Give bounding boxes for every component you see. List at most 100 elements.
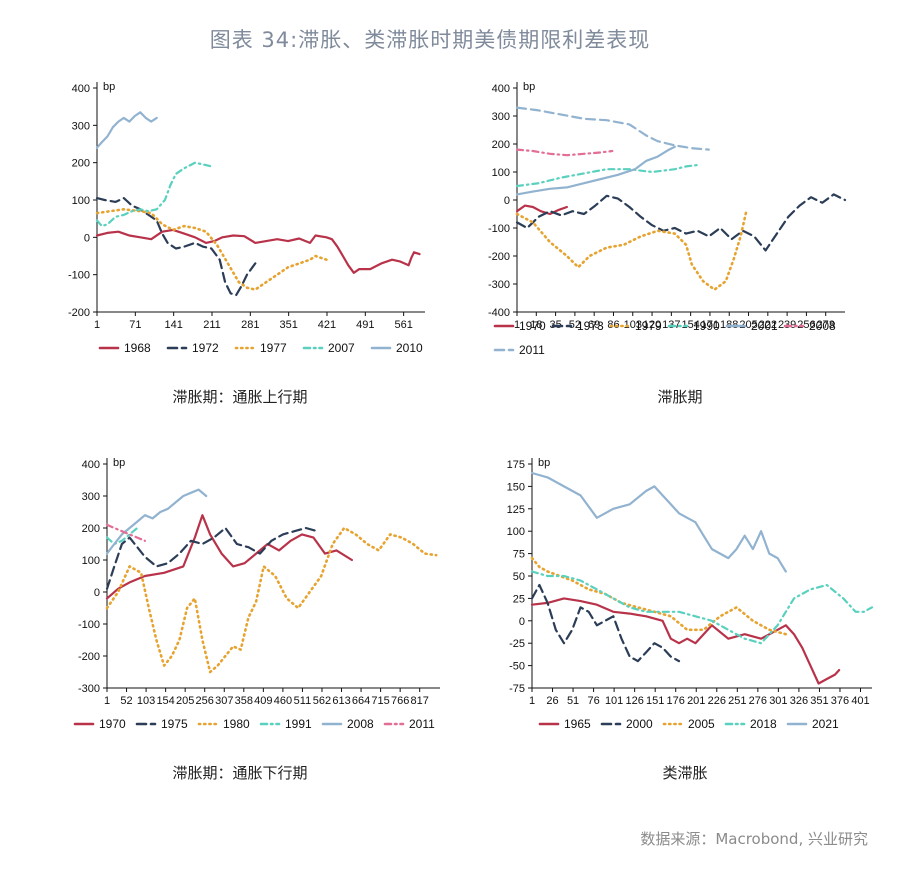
y-tick-label: 0 — [519, 616, 525, 628]
legend: 1970 1973 1979 1990 2001 2008 2011 — [493, 319, 836, 357]
legend-label-2018: 2018 — [750, 717, 777, 731]
y-tick-label: 25 — [513, 593, 525, 605]
x-tick-label: 401 — [851, 695, 869, 707]
legend-label-2008: 2008 — [809, 319, 836, 333]
y-tick-label: -25 — [509, 638, 525, 650]
subtitle-chart-2: 滞胀期：通胀下行期 — [172, 764, 308, 782]
x-tick-label: 460 — [274, 695, 292, 707]
y-tick-label: 300 — [82, 491, 100, 503]
x-tick-label: 273 — [817, 319, 835, 331]
chart-stagflation-inflation-rising: bp -200 -100 0 100 200 300 400 1 71 141 211 281 351 42… — [68, 81, 425, 355]
x-tick-label: 276 — [749, 695, 767, 707]
legend-label-2011: 2011 — [519, 343, 545, 357]
legend-label-1973: 1973 — [577, 319, 604, 333]
legend-label-2001: 2001 — [751, 319, 778, 333]
y-tick-label: -200 — [78, 651, 100, 663]
series-line-1990 — [515, 163, 699, 188]
unit-label: bp — [103, 81, 115, 93]
legend-label-2007: 2007 — [328, 341, 355, 355]
unit-label: bp — [538, 457, 550, 469]
x-tick-label: 421 — [318, 319, 336, 331]
legend: 1968 1972 1977 2007 2010 — [98, 341, 423, 355]
series-line-1991 — [105, 526, 139, 546]
axes — [528, 458, 872, 692]
y-tick-label: -100 — [488, 223, 510, 235]
x-tick-label: 211 — [203, 319, 221, 331]
x-tick-label: 307 — [215, 695, 233, 707]
x-tick-label: 561 — [394, 319, 412, 331]
x-tick-label: 26 — [546, 695, 558, 707]
x-tick-label: 511 — [294, 695, 312, 707]
y-tick-label: -75 — [509, 683, 525, 695]
subtitle-chart-3: 类滞胀 — [662, 764, 708, 782]
legend-label-1977: 1977 — [260, 341, 287, 355]
legend-label-2008: 2008 — [347, 717, 374, 731]
x-tick-label: 103 — [137, 695, 155, 707]
y-tick-label: 0 — [84, 232, 90, 244]
legend-label-1965: 1965 — [564, 717, 591, 731]
x-tick-label: 103 — [624, 319, 642, 331]
series-line-1975 — [105, 526, 319, 590]
x-tick-label: 120 — [643, 319, 661, 331]
x-tick-label: 71 — [129, 319, 141, 331]
series-line-1970 — [105, 514, 353, 600]
y-tick-label: 300 — [72, 120, 90, 132]
x-tick-label: 69 — [588, 319, 600, 331]
x-tick-label: 18 — [530, 319, 542, 331]
series-line-2021 — [530, 471, 787, 573]
main-title: 图表 34:滞胀、类滞胀时期美债期限利差表现 — [209, 28, 651, 52]
x-tick-label: 154 — [681, 319, 699, 331]
x-tick-label: 201 — [687, 695, 705, 707]
axes — [103, 458, 440, 692]
x-tick-label: 205 — [176, 695, 194, 707]
y-tick-label: 400 — [82, 459, 100, 471]
x-tick-label: 176 — [667, 695, 685, 707]
x-tick-label: 376 — [831, 695, 849, 707]
x-tick-label: 52 — [569, 319, 581, 331]
x-tick-label: 613 — [332, 695, 350, 707]
y-tick-label: -300 — [488, 279, 510, 291]
legend-label-2011: 2011 — [409, 717, 435, 731]
series-line-1977 — [95, 208, 328, 291]
y-tick-label: 100 — [492, 167, 510, 179]
series-line-2011 — [105, 523, 146, 542]
legend-label-1968: 1968 — [124, 341, 151, 355]
y-tick-label: -400 — [488, 307, 510, 319]
legend-label-2005: 2005 — [688, 717, 715, 731]
y-tick-label: 100 — [82, 555, 100, 567]
x-tick-label: 76 — [587, 695, 599, 707]
series-line-2001 — [515, 145, 676, 196]
series-line-1970 — [515, 204, 568, 216]
x-tick-label: 1 — [529, 695, 535, 707]
series-line-2008 — [515, 148, 614, 157]
legend-label-1990: 1990 — [693, 319, 720, 333]
x-tick-label: 491 — [356, 319, 374, 331]
y-tick-label: 175 — [507, 459, 525, 471]
legend-label-1980: 1980 — [223, 717, 250, 731]
axes — [93, 82, 425, 316]
series-line-1979 — [515, 209, 748, 291]
legend-label-1972: 1972 — [192, 341, 219, 355]
source-note: 数据来源：Macrobond, 兴业研究 — [640, 830, 868, 848]
legend-label-1975: 1975 — [161, 717, 188, 731]
x-tick-label: 301 — [769, 695, 787, 707]
x-tick-label: 154 — [156, 695, 174, 707]
x-tick-label: 226 — [708, 695, 726, 707]
y-tick-label: -100 — [68, 270, 90, 282]
y-tick-label: 200 — [492, 139, 510, 151]
x-tick-label: 256 — [196, 695, 214, 707]
x-tick-label: 326 — [790, 695, 808, 707]
x-tick-label: 715 — [371, 695, 389, 707]
y-tick-label: 300 — [492, 111, 510, 123]
chart-stagflation: bp-400-300-200-1000100200300400118355269… — [488, 81, 847, 357]
x-tick-label: 86 — [607, 319, 619, 331]
series-line-2000 — [530, 583, 681, 663]
legend: 1965 2000 2005 2018 2021 — [538, 717, 839, 731]
series-line-1968 — [95, 228, 421, 274]
x-tick-label: 51 — [567, 695, 579, 707]
legend: 1970 1975 1980 1991 2008 2011 — [73, 717, 435, 731]
x-tick-label: 817 — [411, 695, 429, 707]
series-line-1980 — [105, 526, 438, 674]
subtitle-chart-1: 滞胀期 — [657, 388, 703, 406]
